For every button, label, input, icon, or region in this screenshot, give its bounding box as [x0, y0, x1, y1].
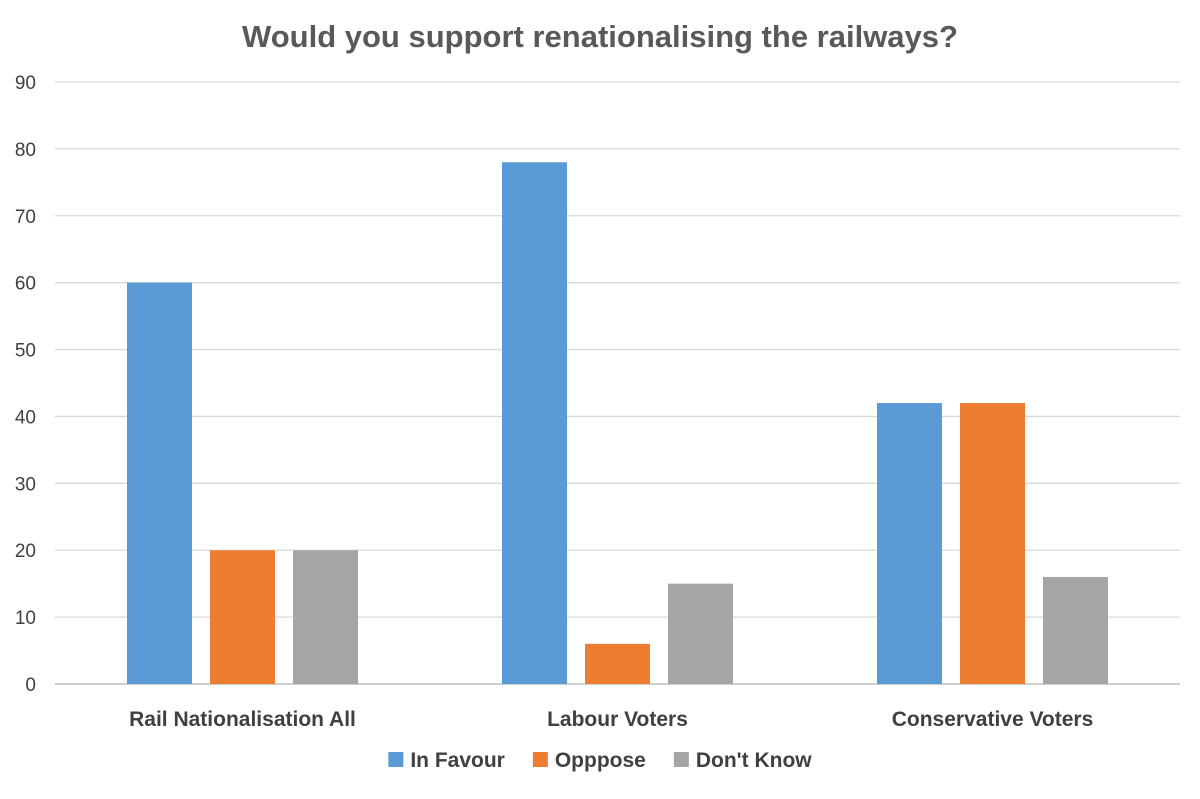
bar-in-favour-1: [127, 282, 192, 684]
y-axis-tick-labels: 0 10 20 30 40 50 60 70 80 90: [15, 73, 36, 696]
legend-label: Opppose: [555, 749, 646, 772]
bars: [127, 162, 1108, 684]
legend: In Favour Opppose Don't Know: [388, 749, 812, 772]
y-tick-label: 0: [25, 675, 36, 696]
bar-in-favour-2: [502, 162, 567, 684]
y-tick-label: 50: [15, 341, 36, 362]
legend-swatch: [388, 752, 404, 767]
y-tick-label: 10: [15, 608, 36, 629]
x-category-label: Conservative Voters: [892, 708, 1094, 731]
legend-item: In Favour: [388, 749, 505, 772]
y-tick-label: 80: [15, 140, 36, 161]
bar-don-t-know-3: [1043, 576, 1108, 684]
legend-swatch: [532, 752, 548, 767]
bar-in-favour-3: [877, 403, 942, 684]
x-category-label: Rail Nationalisation All: [129, 708, 356, 731]
bar-don-t-know-1: [293, 550, 358, 684]
x-axis-category-labels: Rail Nationalisation All Labour Voters Con…: [129, 708, 1093, 731]
legend-label: Don't Know: [696, 749, 812, 772]
legend-label: In Favour: [410, 749, 505, 772]
x-category-label: Labour Voters: [547, 708, 688, 731]
y-tick-label: 90: [15, 73, 36, 94]
legend-item: Don't Know: [673, 749, 812, 772]
y-tick-label: 20: [15, 541, 36, 562]
y-tick-label: 40: [15, 407, 36, 428]
legend-swatch: [673, 752, 689, 767]
bar-opppose-2: [585, 643, 650, 684]
legend-item: Opppose: [532, 749, 646, 772]
bar-opppose-1: [210, 550, 275, 684]
bar-opppose-3: [960, 403, 1025, 684]
y-tick-label: 30: [15, 474, 36, 495]
bar-don-t-know-2: [668, 583, 733, 684]
y-tick-label: 60: [15, 274, 36, 295]
chart-title: Would you support renationalising the ra…: [242, 19, 958, 54]
y-tick-label: 70: [15, 207, 36, 228]
